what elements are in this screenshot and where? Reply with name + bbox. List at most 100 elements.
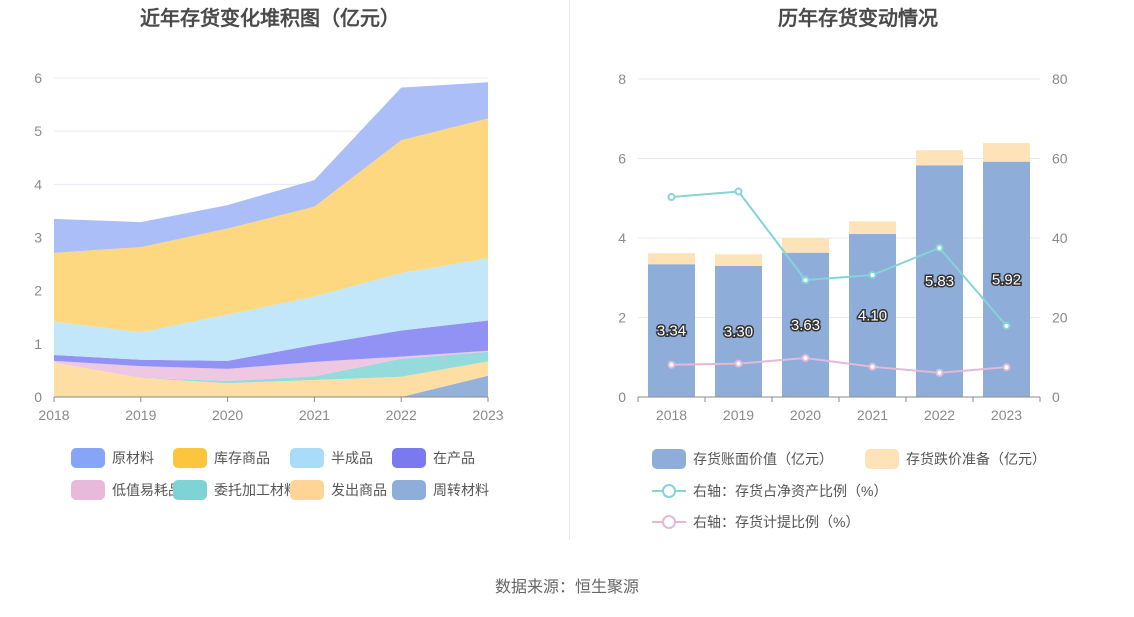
left-legend-label: 低值易耗品 bbox=[112, 482, 182, 498]
right-x-tick-label: 2020 bbox=[790, 407, 821, 423]
left-legend-swatch bbox=[392, 448, 426, 468]
left-legend-label: 委托加工材料 bbox=[214, 482, 298, 498]
left-x-tick-label: 2022 bbox=[386, 407, 417, 423]
area-series-半成品 bbox=[54, 258, 488, 361]
bar-value-label: 5.83 bbox=[925, 273, 954, 290]
right-legend-swatch bbox=[865, 449, 899, 469]
right-gridlines bbox=[638, 78, 1040, 398]
right-legend-label: 右轴：存货占净资产比例（%） bbox=[693, 483, 887, 499]
left-legend-swatch bbox=[290, 448, 324, 468]
right-line-series bbox=[667, 187, 1011, 377]
area-series-周转材料 bbox=[54, 375, 488, 397]
right-bar-series bbox=[648, 142, 1030, 397]
right-bar-line-chart: 历年存货变动情况 3.34 3.30 3.634.105.83 5.92 2018 20… bbox=[618, 6, 1068, 530]
line-point bbox=[734, 187, 743, 196]
left-legend-label: 原材料 bbox=[112, 450, 154, 466]
left-legend-swatch bbox=[290, 480, 324, 500]
right-y-tick-label: 6 bbox=[618, 151, 626, 167]
bar-value-label: 3.34 bbox=[657, 323, 686, 340]
bar-impairment-provision bbox=[782, 238, 829, 253]
right-y-tick-label: 0 bbox=[618, 389, 626, 405]
area-series-委托加工材料 bbox=[54, 351, 488, 384]
area-series-原材料 bbox=[54, 82, 488, 253]
left-y-tick-label: 5 bbox=[34, 123, 42, 139]
line-point bbox=[667, 193, 676, 202]
line-series-右轴：存货计提比例（%） bbox=[671, 357, 1007, 374]
right-chart-title: 历年存货变动情况 bbox=[778, 6, 938, 30]
line-point bbox=[667, 360, 676, 369]
line-point bbox=[935, 243, 944, 252]
bar-book-value bbox=[983, 161, 1030, 397]
right-y2-tick-label: 40 bbox=[1052, 230, 1068, 246]
area-series-在产品 bbox=[54, 320, 488, 369]
left-x-tick-label: 2018 bbox=[38, 407, 69, 423]
left-area-series bbox=[54, 82, 488, 397]
line-point bbox=[801, 276, 810, 285]
right-y-tick-label: 2 bbox=[618, 310, 626, 326]
left-y-tick-label: 1 bbox=[34, 336, 42, 352]
line-point bbox=[801, 354, 810, 363]
bar-impairment-provision bbox=[648, 253, 695, 265]
right-legend: 存货账面价值（亿元） 存货跌价准备（亿元） 右轴：存货占净资产比例（%） 右轴：存货计… bbox=[652, 449, 1046, 530]
left-legend-swatch bbox=[173, 480, 207, 500]
right-bar-data-labels: 3.34 3.30 3.63 4.10 5.83 5.92 bbox=[655, 270, 1022, 342]
left-legend-label: 半成品 bbox=[331, 450, 373, 466]
line-point bbox=[868, 270, 877, 279]
right-y2-tick-label: 20 bbox=[1052, 310, 1068, 326]
left-legend-swatch bbox=[71, 480, 105, 500]
area-series-发出商品 bbox=[54, 361, 488, 397]
left-y-tick-label: 6 bbox=[34, 70, 42, 86]
bar-impairment-provision bbox=[916, 150, 963, 166]
right-legend-label: 存货账面价值（亿元） bbox=[693, 451, 833, 467]
right-legend-label: 右轴：存货计提比例（%） bbox=[693, 514, 859, 530]
right-legend-line-marker bbox=[662, 515, 676, 529]
right-y-tick-label: 8 bbox=[618, 71, 626, 87]
left-x-tick-label: 2021 bbox=[299, 407, 330, 423]
left-y-tick-label: 2 bbox=[34, 283, 42, 299]
left-axes: 2018 2019 2020 2021 2022 2023 0 1 2 3 4 5 6 bbox=[34, 70, 504, 423]
left-stacked-area-chart: 近年存货变化堆积图（亿元） 2018 2019 2020 2021 2022 2023 0 1… bbox=[34, 6, 504, 500]
left-legend-label: 在产品 bbox=[433, 450, 475, 466]
right-y-tick-label: 4 bbox=[618, 230, 626, 246]
left-y-tick-label: 4 bbox=[34, 176, 42, 192]
line-point bbox=[734, 359, 743, 368]
right-y2-tick-label: 0 bbox=[1052, 389, 1060, 405]
left-legend-swatch bbox=[71, 448, 105, 468]
right-x-tick-label: 2019 bbox=[723, 407, 754, 423]
bar-value-label: 5.92 bbox=[992, 271, 1021, 288]
left-x-tick-label: 2023 bbox=[472, 407, 503, 423]
bar-impairment-provision bbox=[983, 142, 1030, 162]
left-x-tick-label: 2020 bbox=[212, 407, 243, 423]
left-chart-title: 近年存货变化堆积图（亿元） bbox=[140, 6, 400, 30]
right-y2-tick-label: 60 bbox=[1052, 151, 1068, 167]
area-series-低值易耗品 bbox=[54, 350, 488, 382]
left-x-tick-label: 2019 bbox=[125, 407, 156, 423]
bar-impairment-provision bbox=[715, 254, 762, 266]
right-x-tick-label: 2018 bbox=[656, 407, 687, 423]
data-source-text: 数据来源：恒生聚源 bbox=[495, 578, 639, 596]
line-point bbox=[1002, 363, 1011, 372]
area-series-库存商品 bbox=[54, 118, 488, 333]
bar-book-value bbox=[648, 264, 695, 397]
right-y2-tick-label: 80 bbox=[1052, 71, 1068, 87]
bar-book-value bbox=[715, 265, 762, 397]
left-legend-label: 库存商品 bbox=[214, 450, 270, 466]
right-legend-swatch bbox=[652, 449, 686, 469]
left-legend-swatch bbox=[392, 480, 426, 500]
left-legend-label: 发出商品 bbox=[331, 482, 387, 498]
left-y-tick-label: 3 bbox=[34, 230, 42, 246]
right-x-tick-label: 2021 bbox=[857, 407, 888, 423]
bar-book-value bbox=[916, 165, 963, 397]
line-point bbox=[935, 368, 944, 377]
bar-value-label: 3.63 bbox=[791, 317, 820, 334]
bar-impairment-provision bbox=[849, 221, 896, 235]
left-y-tick-label: 0 bbox=[34, 389, 42, 405]
right-legend-label: 存货跌价准备（亿元） bbox=[906, 451, 1046, 467]
line-point bbox=[868, 362, 877, 371]
bar-value-label: 3.30 bbox=[724, 323, 753, 340]
right-x-tick-label: 2022 bbox=[924, 407, 955, 423]
